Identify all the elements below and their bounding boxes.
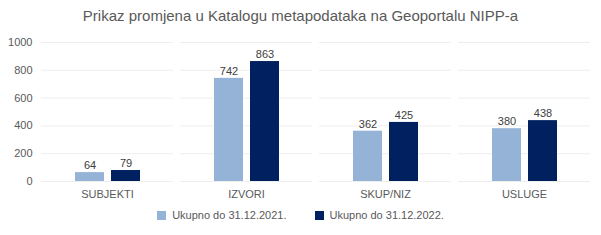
svg-text:380: 380: [498, 115, 516, 127]
svg-text:USLUGE: USLUGE: [502, 188, 547, 200]
html-text:Ukupno do 31.12.2022.: Ukupno do 31.12.2022.: [329, 209, 444, 221]
svg-text:64: 64: [84, 159, 96, 171]
svg-text:IZVORI: IZVORI: [228, 188, 265, 200]
svg-text:1000: 1000: [8, 36, 32, 48]
html-text:Prikaz promjena u Katalogu met: Prikaz promjena u Katalogu metapodataka …: [82, 7, 519, 24]
svg-text:79: 79: [120, 157, 132, 169]
svg-text:362: 362: [359, 118, 377, 130]
html-text:Ukupno do 31.12.2021.: Ukupno do 31.12.2021.: [172, 209, 287, 221]
svg-text:438: 438: [534, 107, 552, 119]
svg-text:200: 200: [14, 147, 32, 159]
svg-text:600: 600: [14, 92, 32, 104]
svg-text:SUBJEKTI: SUBJEKTI: [81, 188, 134, 200]
svg-text:863: 863: [256, 48, 274, 60]
svg-text:800: 800: [14, 64, 32, 76]
svg-text:400: 400: [14, 119, 32, 131]
svg-text:742: 742: [220, 65, 238, 77]
svg-text:SKUP/NIZ: SKUP/NIZ: [360, 188, 411, 200]
svg-text:0: 0: [26, 175, 32, 187]
svg-text:425: 425: [395, 109, 413, 121]
